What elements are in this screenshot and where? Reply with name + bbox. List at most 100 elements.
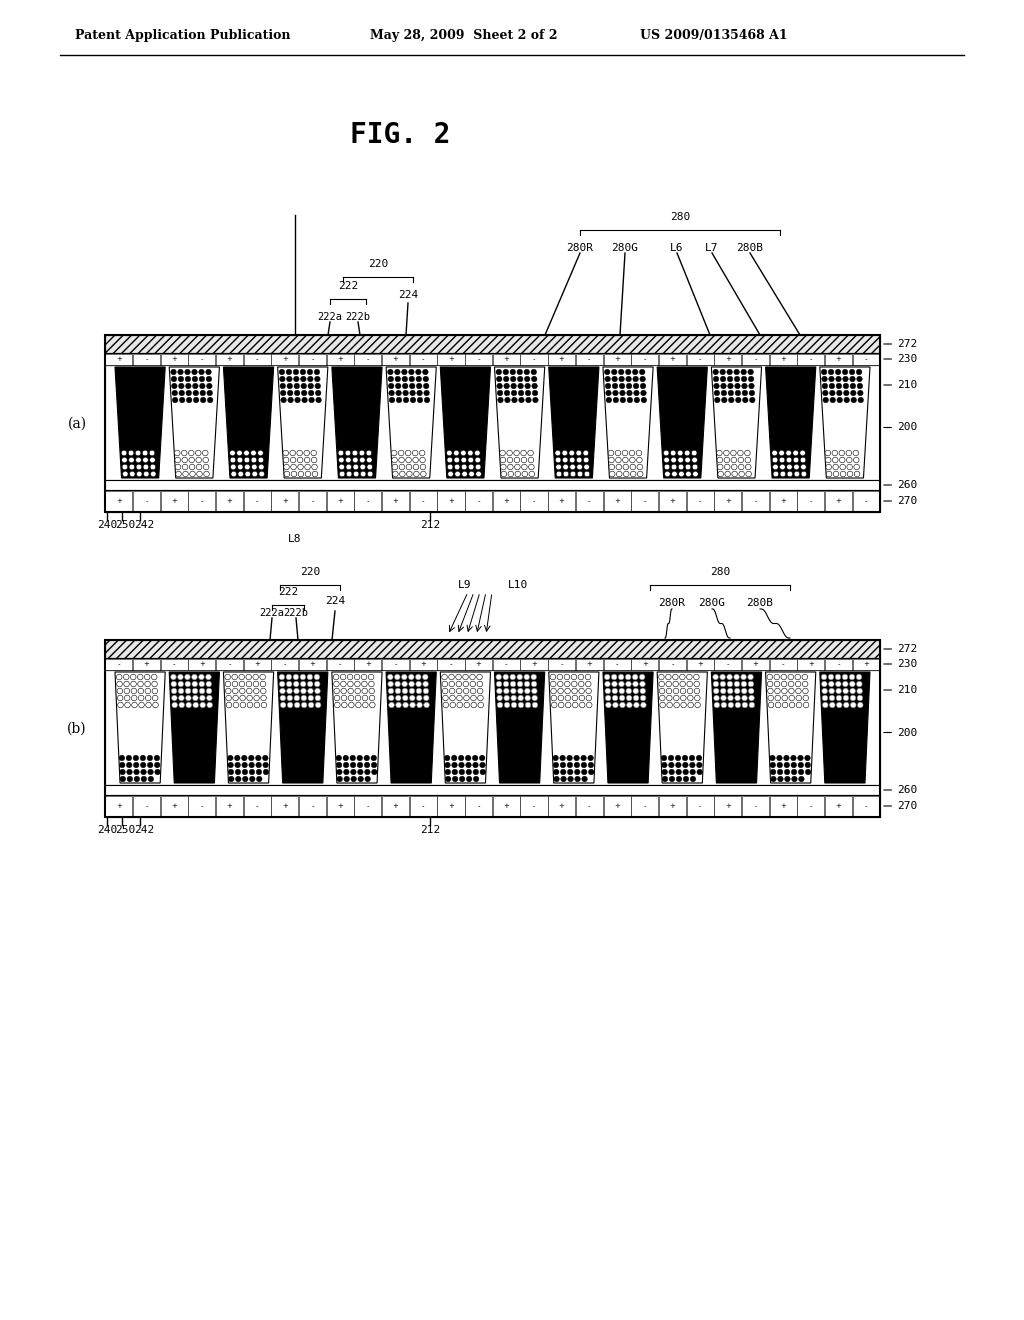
Text: -: -	[228, 661, 230, 667]
Circle shape	[193, 376, 198, 381]
Text: +: +	[614, 356, 620, 362]
Circle shape	[193, 702, 199, 708]
Text: -: -	[588, 356, 591, 362]
Circle shape	[732, 471, 737, 477]
Circle shape	[387, 675, 393, 680]
Text: -: -	[643, 498, 646, 504]
Text: +: +	[116, 356, 122, 362]
Circle shape	[311, 465, 317, 470]
Circle shape	[280, 696, 286, 701]
Circle shape	[735, 696, 740, 701]
Circle shape	[424, 702, 429, 708]
Text: -: -	[865, 356, 867, 362]
Circle shape	[579, 688, 585, 694]
Bar	[465, 354, 493, 364]
Circle shape	[153, 696, 158, 701]
Circle shape	[634, 397, 640, 403]
Circle shape	[119, 755, 125, 760]
Text: +: +	[808, 661, 814, 667]
Circle shape	[721, 383, 726, 389]
Circle shape	[280, 370, 285, 375]
Circle shape	[145, 688, 151, 694]
Circle shape	[249, 770, 255, 775]
Bar	[742, 796, 769, 817]
Circle shape	[639, 370, 645, 375]
Text: +: +	[559, 498, 564, 504]
Circle shape	[585, 675, 591, 680]
Text: -: -	[422, 498, 425, 504]
Circle shape	[792, 770, 797, 775]
Circle shape	[734, 688, 740, 694]
Circle shape	[477, 696, 483, 701]
Text: -: -	[339, 661, 342, 667]
Circle shape	[227, 762, 233, 768]
Circle shape	[341, 688, 346, 694]
Circle shape	[847, 465, 852, 470]
Text: +: +	[421, 661, 426, 667]
Circle shape	[287, 383, 293, 389]
Circle shape	[841, 471, 846, 477]
Circle shape	[633, 383, 639, 389]
Circle shape	[243, 776, 248, 781]
Circle shape	[193, 688, 198, 694]
Circle shape	[151, 465, 156, 470]
Circle shape	[687, 681, 692, 686]
Circle shape	[465, 755, 471, 760]
Bar	[354, 659, 382, 669]
Circle shape	[124, 688, 130, 694]
Text: +: +	[337, 803, 343, 809]
Bar	[105, 352, 880, 366]
Bar	[105, 490, 880, 512]
Bar	[437, 354, 465, 364]
Circle shape	[311, 457, 316, 463]
Circle shape	[406, 457, 412, 463]
Circle shape	[629, 450, 635, 455]
Circle shape	[850, 696, 856, 701]
Bar	[658, 354, 686, 364]
Circle shape	[620, 696, 625, 701]
Bar	[161, 354, 187, 364]
Circle shape	[343, 755, 348, 760]
Circle shape	[713, 681, 719, 686]
Circle shape	[722, 397, 727, 403]
Circle shape	[456, 681, 462, 686]
Circle shape	[803, 702, 809, 708]
Circle shape	[511, 391, 517, 396]
Circle shape	[795, 675, 801, 680]
Circle shape	[782, 702, 787, 708]
Text: 280B: 280B	[746, 598, 773, 609]
Circle shape	[567, 776, 573, 781]
Text: +: +	[670, 498, 676, 504]
Bar	[161, 491, 187, 511]
Polygon shape	[495, 672, 545, 783]
Circle shape	[134, 770, 139, 775]
Circle shape	[500, 450, 506, 455]
Circle shape	[773, 465, 778, 470]
Circle shape	[401, 370, 408, 375]
Circle shape	[172, 696, 177, 701]
Circle shape	[728, 383, 733, 389]
Circle shape	[312, 471, 317, 477]
Circle shape	[423, 383, 429, 389]
Circle shape	[836, 688, 842, 694]
Circle shape	[354, 681, 360, 686]
Circle shape	[304, 457, 310, 463]
Text: US 2009/0135468 A1: US 2009/0135468 A1	[640, 29, 787, 41]
Text: May 28, 2009  Sheet 2 of 2: May 28, 2009 Sheet 2 of 2	[370, 29, 557, 41]
Circle shape	[333, 675, 339, 680]
Bar	[437, 491, 465, 511]
Text: -: -	[118, 661, 120, 667]
Circle shape	[553, 755, 558, 760]
Bar	[133, 491, 160, 511]
Circle shape	[518, 391, 524, 396]
Circle shape	[395, 383, 401, 389]
Circle shape	[563, 465, 568, 470]
Circle shape	[822, 391, 828, 396]
Circle shape	[856, 675, 862, 680]
Circle shape	[616, 471, 622, 477]
Circle shape	[669, 776, 675, 781]
Circle shape	[365, 770, 371, 775]
Circle shape	[564, 681, 570, 686]
Text: -: -	[865, 498, 867, 504]
Circle shape	[260, 675, 265, 680]
